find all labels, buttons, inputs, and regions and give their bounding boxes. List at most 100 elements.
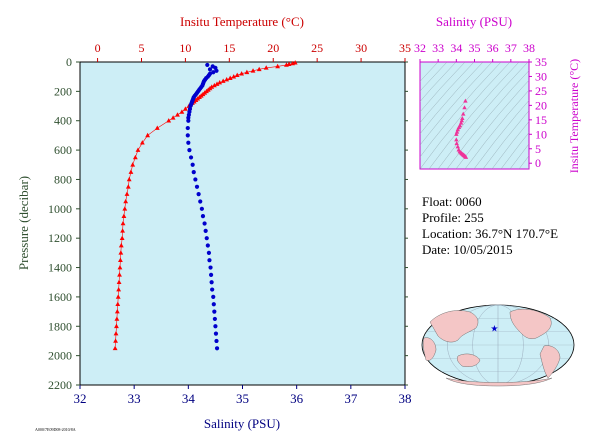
ts-point [462,105,467,110]
temperature-point [234,72,240,78]
density-contour [491,121,529,169]
salinity-axis-label: Salinity (PSU) [204,416,280,431]
density-contour [420,62,484,134]
temperature-point [112,345,118,351]
ts-point [460,115,465,120]
temperature-point [135,147,141,152]
temperature-point [114,316,120,321]
salinity-point [208,272,214,277]
salinity-point [211,70,216,75]
salinity-tick-label: 34 [182,391,196,406]
salinity-point [214,346,220,351]
density-contour [420,62,475,123]
salinity-point [212,316,217,322]
salinity-point [209,280,214,285]
temperature-point [115,294,121,299]
ts-temperature-tick-label: 25 [535,84,547,98]
salinity-point [186,118,191,123]
pressure-axis-label: Pressure (decibar) [16,176,31,270]
temperature-point [244,69,250,75]
temperature-point [113,338,118,343]
ts-point [455,144,460,149]
salinity-point [186,140,191,145]
profile-plot: 0 5 10 15 20 25 30 35 32 33 34 35 36 37 38 0 200 400 600… [16,14,412,431]
temperature-point [113,331,119,336]
ts-temperature-tick-label: 10 [535,127,547,141]
salinity-point [211,302,216,307]
ts-salinity-tick-label: 33 [432,41,444,55]
salinity-point [205,243,210,248]
density-contour [428,62,520,169]
ts-point [463,98,468,103]
salinity-point [196,192,201,197]
salinity-point [191,170,196,175]
ts-temperature-tick-label: 20 [535,98,547,112]
salinity-point [213,324,218,329]
temperature-point [118,250,124,255]
salinity-markers [185,62,220,351]
temperature-tick-label: 25 [311,41,323,55]
temperature-tick-label: 30 [355,41,367,55]
density-contour [464,89,529,169]
salinity-point [190,162,195,167]
land-australia [457,353,481,367]
ts-temperature-label: Insitu Temperature (°C) [567,59,581,173]
temperature-point [275,63,281,69]
temperature-point [154,125,160,130]
pressure-tick-label: 800 [54,172,72,186]
temperature-markers [112,60,298,351]
temperature-point [286,61,292,67]
density-contour [446,70,529,169]
salinity-point [207,258,212,263]
temperature-point [290,60,295,66]
ts-salinity-tick-label: 35 [469,41,481,55]
density-contour [482,110,529,169]
temperature-tick-label: 35 [399,41,411,55]
temperature-point [139,140,145,145]
land-north-america [509,308,552,339]
ts-salinity-tick-label: 37 [505,41,517,55]
salinity-point [188,155,194,160]
pressure-tick-label: 2200 [48,378,72,392]
temperature-point [116,279,122,285]
temperature-point [120,228,126,233]
density-contour [420,62,502,158]
ts-point [454,131,459,136]
land-africa [422,337,437,361]
temperature-point [130,162,136,167]
density-contour [420,62,448,92]
pressure-tick-label: 2000 [48,349,72,363]
temperature-point [284,62,289,67]
temperature-axis: 0 5 10 15 20 25 30 35 [95,41,411,62]
float-location-marker: ★ [490,324,498,334]
salinity-point [208,265,213,270]
ts-temperature-tick-label: 35 [535,55,547,69]
temperature-point [224,77,230,82]
temperature-point [117,272,122,277]
temperature-point [239,71,245,76]
float-id: Float: 0060 [422,194,482,209]
ts-salinity-tick-label: 38 [523,41,535,55]
temperature-tick-label: 20 [267,41,279,55]
temperature-point [263,65,269,70]
salinity-tick-label: 37 [344,391,358,406]
profile-number: Profile: 255 [422,210,484,225]
temperature-point [166,118,172,123]
ts-point [454,137,459,142]
salinity-point [185,133,190,138]
salinity-point [206,250,212,255]
temperature-point [125,184,131,189]
temperature-point [124,191,130,196]
pressure-tick-label: 1000 [48,202,72,216]
density-contour [420,62,493,146]
land-antarctica [445,377,553,387]
ts-salinity-tick-label: 34 [450,41,462,55]
pressure-tick-label: 1600 [48,290,72,304]
temperature-point [183,106,188,111]
density-contour [437,62,529,169]
ts-salinity-label: Salinity (PSU) [436,14,512,29]
salinity-point [207,67,213,72]
ts-point [454,141,459,146]
